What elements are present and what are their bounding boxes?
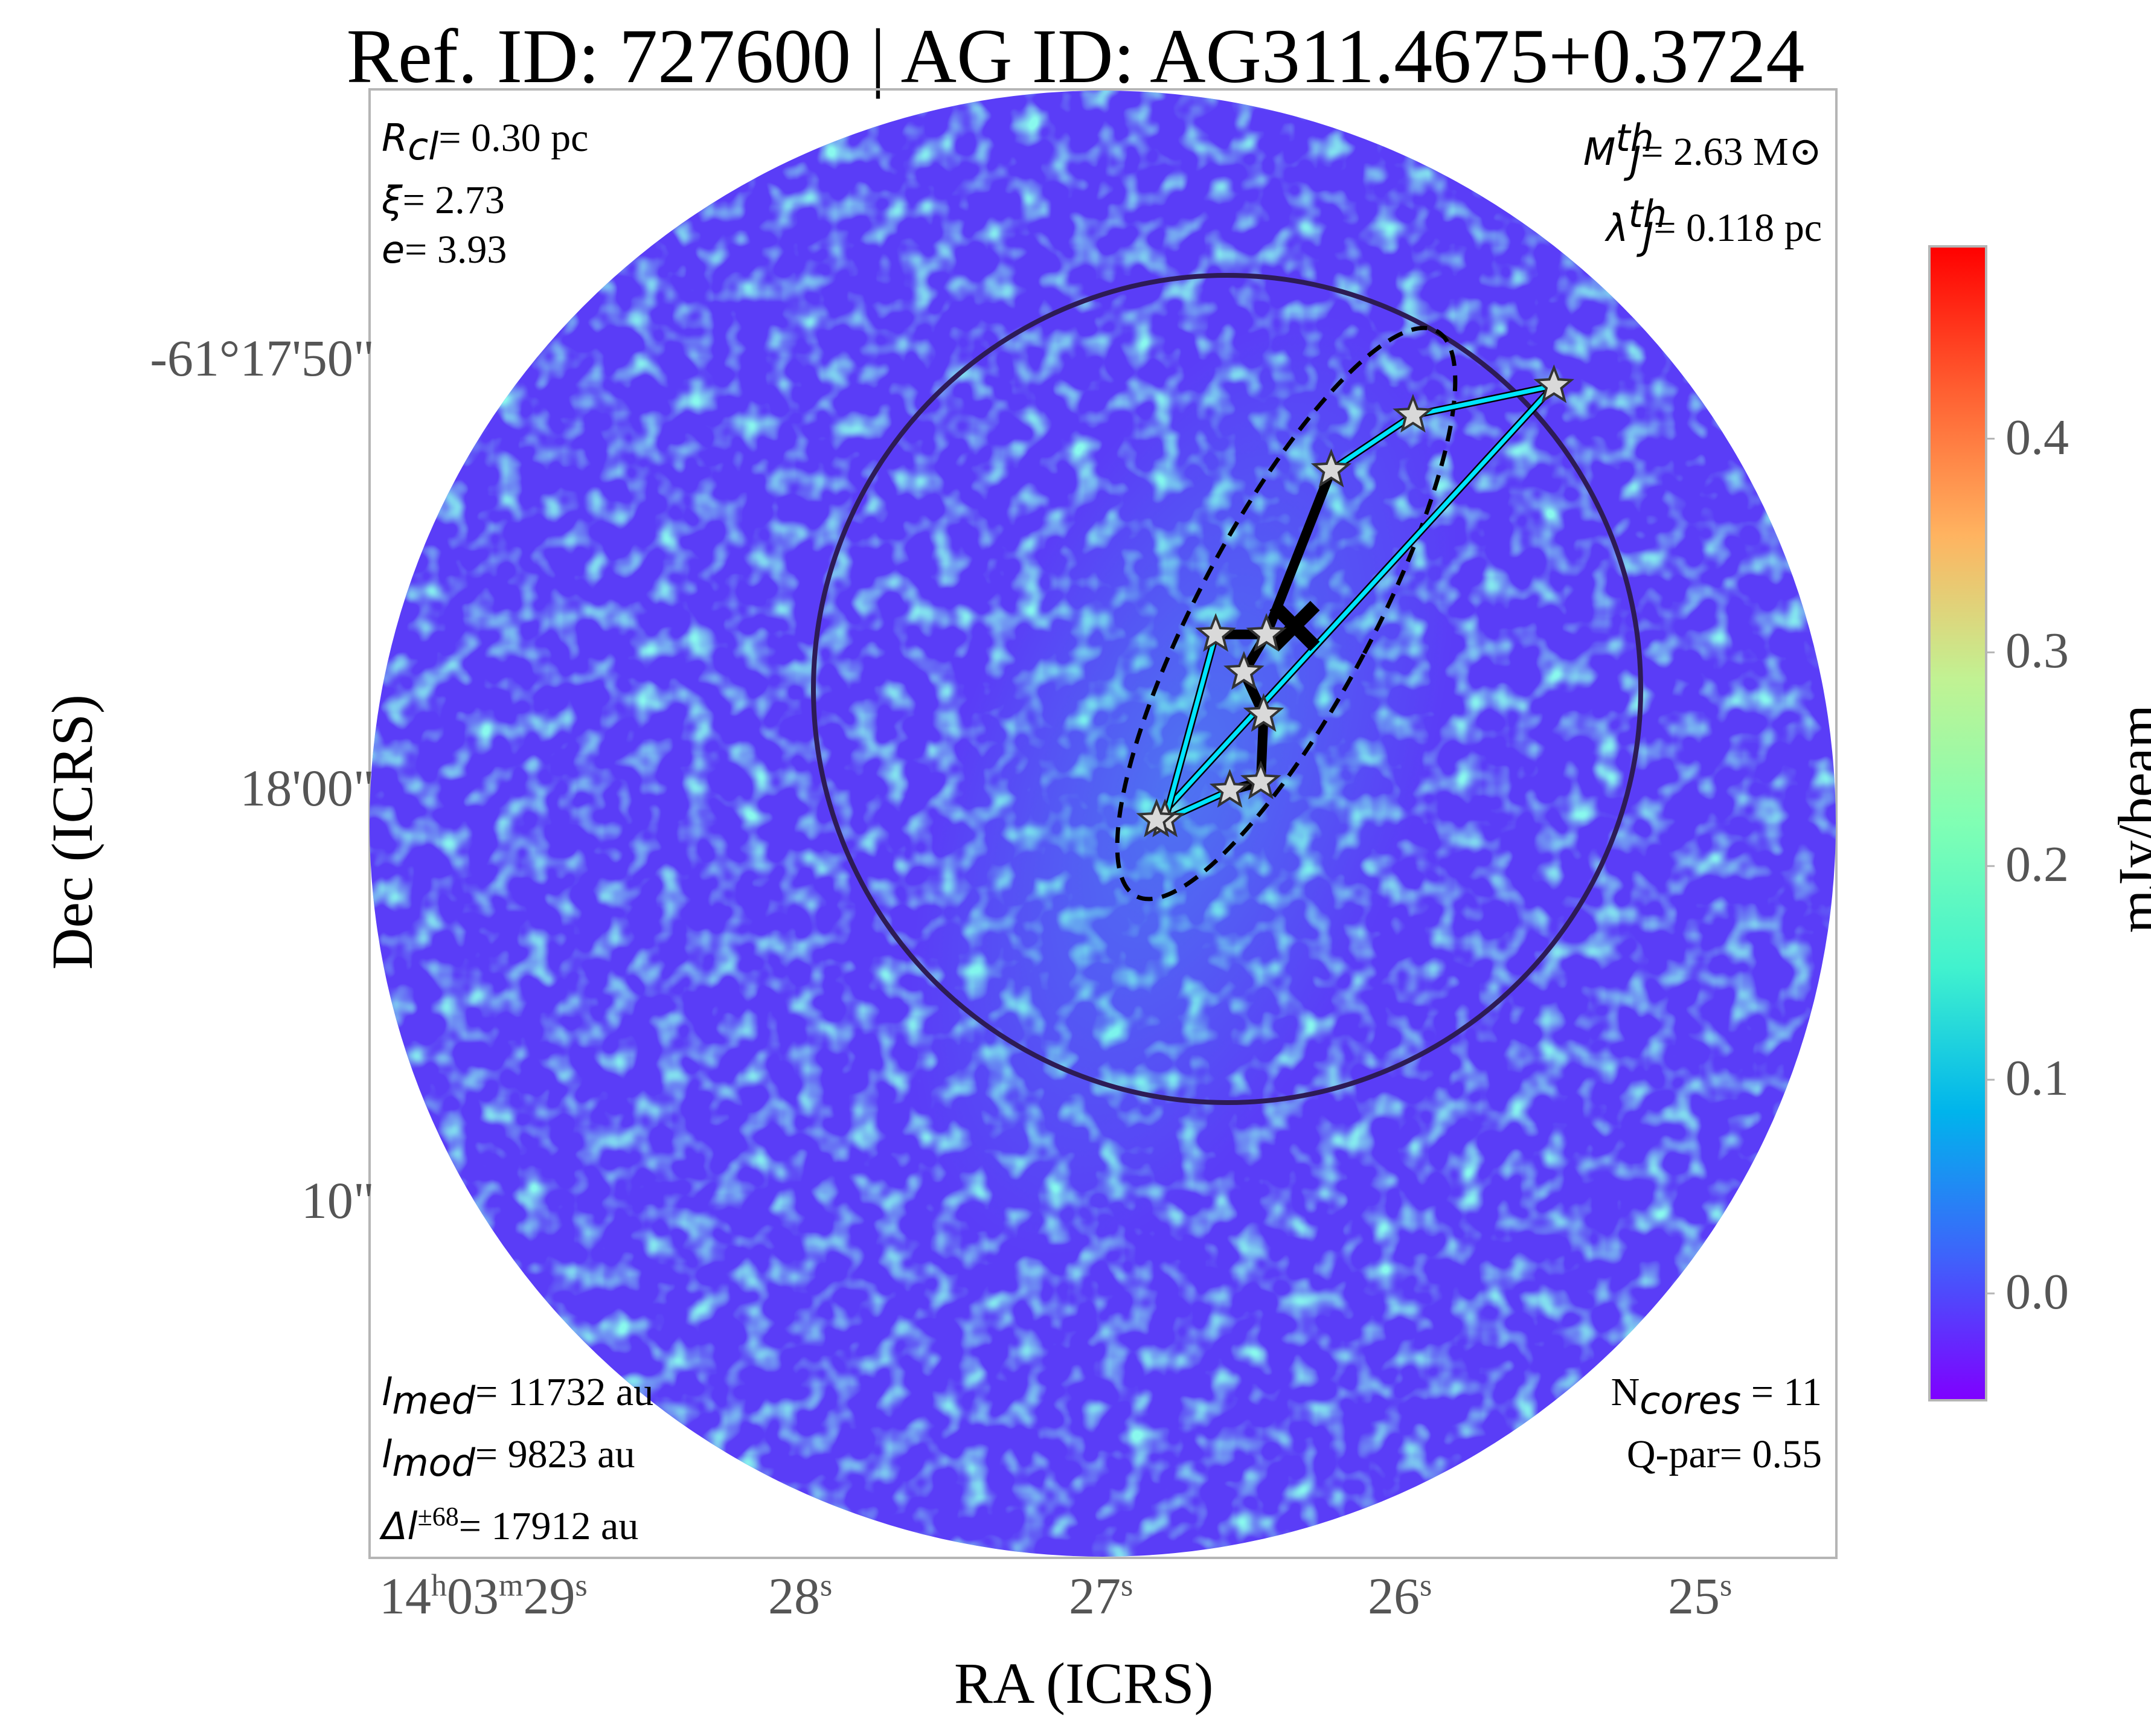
y-tick-label: -61°17'50" (150, 329, 374, 387)
core-star-marker (1223, 651, 1265, 690)
hull-edge (1411, 383, 1556, 418)
y-tick-label: 10" (301, 1171, 374, 1229)
x-tick-label: 25s (1668, 1567, 1733, 1625)
colorbar-tick-label: 0.2 (2005, 836, 2069, 893)
hull-edge (1154, 383, 1556, 822)
annotation-bottom-left: lmed= 11732 au lmod= 9823 au Δl±68= 1791… (382, 1368, 653, 1551)
xi-line: ξ= 2.73 (382, 178, 505, 223)
overlays (811, 273, 1643, 1105)
n-cores-line: Ncores = 11 (1611, 1370, 1822, 1423)
jeans-length-line: λthJ= 0.118 pc (1606, 192, 1822, 259)
colorbar-tick-label: 0.0 (2005, 1264, 2069, 1321)
core-star-marker (1136, 798, 1177, 838)
x-tick-label: 26s (1368, 1567, 1432, 1625)
fitted-ellipse (1115, 325, 1458, 902)
l-med-line: lmed= 11732 au (382, 1370, 654, 1423)
core-star-marker (1240, 760, 1281, 799)
x-tick-label: 14h03m29s (379, 1567, 588, 1625)
y-axis-label: Dec (ICRS) (40, 694, 104, 970)
delta-l-line: Δl±68= 17912 au (382, 1502, 639, 1549)
cluster-center-marker (1269, 601, 1320, 652)
x-tick-label: 27s (1069, 1567, 1133, 1625)
x-tick-label: 28s (768, 1567, 833, 1625)
hull-edge (1162, 632, 1218, 822)
core-star-marker (1393, 394, 1434, 433)
l-mod-line: lmod= 9823 au (382, 1432, 635, 1485)
q-par-line: Q-par= 0.55 (1626, 1432, 1822, 1477)
core-star-marker (1246, 613, 1287, 652)
colorbar (1928, 245, 1987, 1401)
r-cl-line: Rcl= 0.30 pc (382, 116, 589, 169)
colorbar-tick-label: 0.4 (2005, 409, 2069, 466)
core-star-marker (1533, 364, 1574, 403)
intensity-map (370, 91, 1836, 1557)
colorbar-tick-label: 0.3 (2005, 623, 2069, 679)
y-tick-label: 18'00" (240, 759, 374, 817)
x-axis-label: RA (ICRS) (954, 1651, 1214, 1715)
core-star-marker (1209, 769, 1251, 808)
core-star-marker (1310, 449, 1352, 488)
cluster-circle (811, 273, 1643, 1105)
annotation-top-right: MthJ= 2.63 M⊙ λthJ= 0.118 pc (1583, 114, 1822, 266)
core-star-marker (1195, 613, 1236, 652)
chart-title: Ref. ID: 727600 | AG ID: AG311.4675+0.37… (346, 13, 1805, 99)
core-star-marker (1243, 693, 1284, 732)
annotation-bottom-right: Ncores = 11 Q-par= 0.55 (1611, 1368, 1822, 1479)
e-line: e= 3.93 (382, 228, 507, 272)
annotation-top-left: Rcl= 0.30 pc ξ= 2.73 e= 3.93 (382, 114, 588, 275)
colorbar-label: mJy/beam (2107, 704, 2151, 934)
hull-edge (1329, 413, 1415, 472)
colorbar-tick-label: 0.1 (2005, 1050, 2069, 1107)
jeans-mass-line: MthJ= 2.63 M⊙ (1583, 116, 1822, 183)
